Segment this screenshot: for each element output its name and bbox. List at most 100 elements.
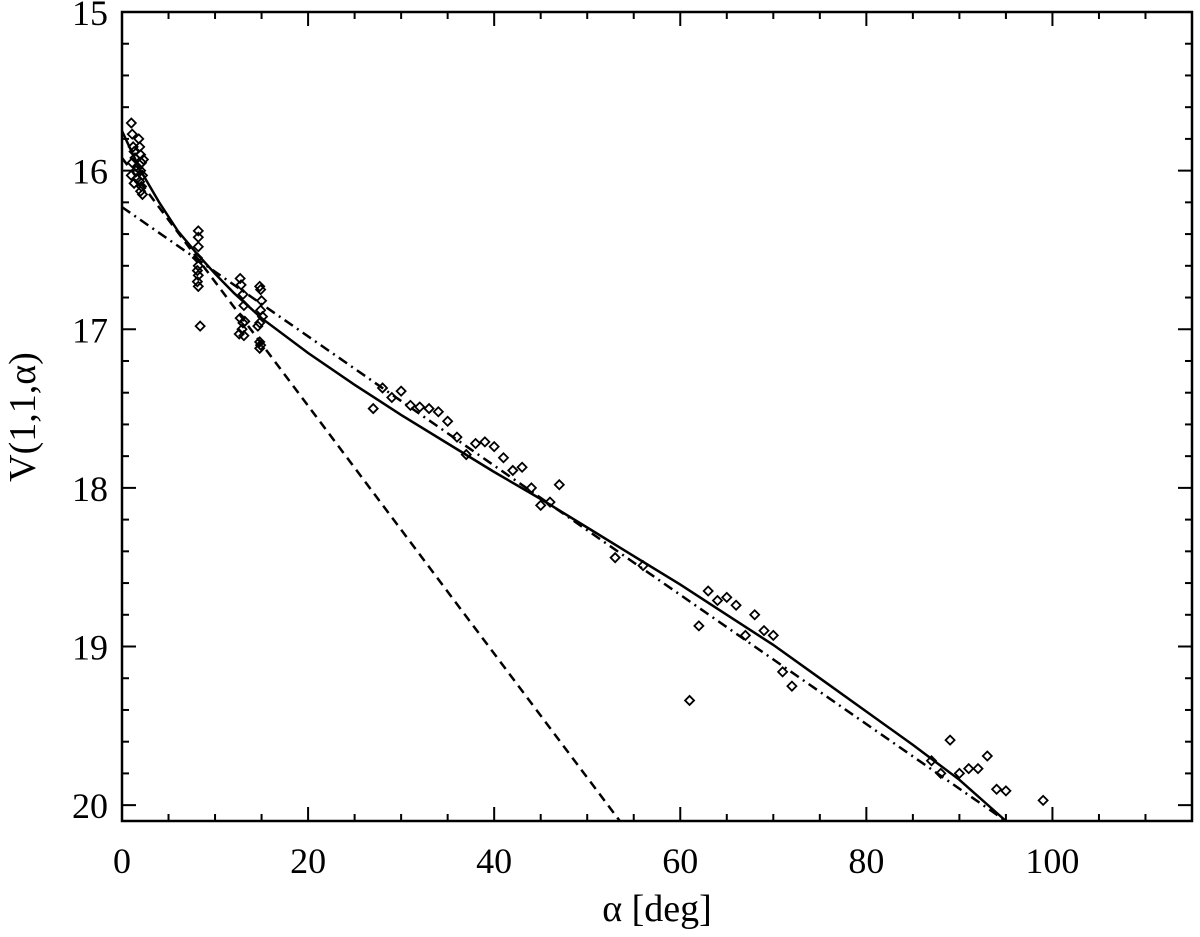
data-point	[479, 436, 491, 448]
data-point	[239, 315, 251, 328]
data-point	[925, 754, 938, 767]
axis-ticks	[121, 11, 1193, 821]
data-point	[238, 329, 250, 342]
data-point	[192, 240, 205, 253]
data-point	[137, 153, 150, 166]
data-point	[253, 280, 266, 293]
data-point	[786, 680, 798, 692]
data-point	[194, 320, 206, 332]
data-point	[254, 339, 267, 351]
data-point	[367, 402, 379, 415]
data-point	[1000, 785, 1012, 797]
data-point	[497, 451, 510, 464]
data-point	[953, 767, 966, 780]
data-point	[460, 448, 473, 461]
data-point	[730, 599, 742, 612]
data-point	[191, 264, 204, 277]
data-point	[441, 415, 454, 428]
y-tick-label: 19	[72, 628, 108, 668]
y-tick-label: 18	[72, 469, 108, 509]
data-point	[423, 402, 435, 415]
y-tick-label: 15	[72, 0, 108, 33]
data-point	[683, 694, 696, 707]
x-tick-label: 80	[848, 841, 884, 881]
x-axis-title: α [deg]	[602, 888, 712, 930]
data-point	[192, 231, 205, 244]
data-point	[192, 225, 205, 237]
data-point	[637, 559, 649, 572]
data-point	[136, 188, 149, 201]
data-point	[253, 336, 266, 348]
data-point	[507, 464, 519, 477]
x-tick-label: 60	[662, 841, 698, 881]
data-point	[962, 762, 975, 775]
data-point	[525, 482, 538, 494]
data-point	[1037, 794, 1049, 807]
data-points	[125, 117, 1049, 807]
data-point	[234, 312, 246, 324]
data-point	[693, 620, 705, 632]
data-point	[758, 624, 770, 637]
y-tick-label: 17	[72, 310, 108, 350]
data-point	[748, 609, 761, 621]
data-point	[128, 145, 140, 158]
x-tick-label: 0	[113, 841, 131, 881]
y-tick-label: 20	[72, 786, 108, 826]
data-point	[972, 762, 984, 775]
curve-dashdot	[121, 206, 1007, 823]
data-point	[234, 272, 246, 285]
data-point	[544, 496, 556, 508]
data-point	[413, 401, 426, 413]
curve-solid	[120, 130, 1007, 822]
curve-dashed	[121, 157, 621, 822]
data-point	[252, 320, 264, 332]
data-point	[767, 629, 780, 642]
x-tick-label: 100	[1025, 841, 1079, 881]
data-point	[134, 185, 147, 198]
data-point	[990, 783, 1003, 796]
data-point	[451, 431, 463, 443]
data-point	[126, 128, 139, 140]
data-point	[132, 161, 144, 174]
y-tick-labels: 15 16 17 18 19 20	[72, 0, 108, 826]
model-curves	[120, 130, 1007, 823]
data-point	[534, 499, 547, 512]
data-point	[192, 280, 205, 293]
data-point	[981, 750, 994, 762]
data-point	[404, 399, 417, 412]
data-point	[191, 275, 204, 288]
y-tick-label: 16	[72, 152, 108, 192]
data-point	[721, 591, 733, 604]
data-point	[125, 169, 138, 182]
data-point	[609, 551, 621, 564]
data-point	[376, 382, 389, 394]
data-point	[432, 405, 445, 418]
data-point	[255, 294, 268, 307]
data-point	[128, 177, 140, 190]
data-point	[516, 461, 528, 474]
data-point	[553, 478, 566, 491]
data-point	[126, 156, 139, 169]
data-point	[235, 279, 247, 291]
data-point	[125, 117, 138, 129]
data-point	[395, 385, 407, 397]
data-point	[133, 175, 146, 188]
x-tick-label: 20	[290, 841, 326, 881]
y-axis-title: V(1,1,α)	[2, 352, 44, 482]
data-point	[134, 164, 147, 177]
data-point	[935, 767, 947, 780]
data-point	[944, 734, 956, 746]
data-point	[386, 391, 398, 404]
data-point	[488, 440, 500, 453]
data-point	[192, 269, 205, 282]
x-tick-labels: 0 20 40 60 80 100	[113, 841, 1079, 881]
data-point	[253, 317, 266, 329]
x-tick-label: 40	[476, 841, 512, 881]
data-point	[469, 437, 482, 450]
data-point	[237, 288, 249, 301]
data-point	[702, 585, 714, 597]
data-point	[776, 666, 789, 678]
data-point	[711, 594, 724, 607]
data-point	[253, 342, 266, 355]
